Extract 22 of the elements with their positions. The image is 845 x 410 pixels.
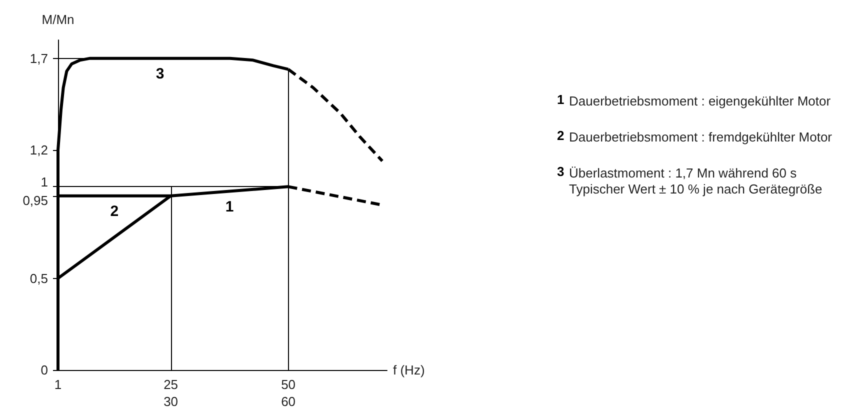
x2-tick-label: 30 bbox=[164, 394, 178, 409]
y-tick-label: 1 bbox=[40, 174, 48, 190]
text: Überlastmoment : 1,7 Mn während 60 s Typischer Wert ± 10 % je nach Gerätegröße bbox=[569, 166, 822, 196]
series-label: 3 bbox=[156, 65, 164, 82]
series-label: 1 bbox=[225, 198, 234, 216]
y-tick-label: 0,95 bbox=[22, 192, 48, 208]
text: 2 bbox=[557, 128, 564, 143]
x2-tick-label: 60 bbox=[281, 394, 296, 409]
text: Dauerbetriebsmoment : eigengekühlter Motor bbox=[569, 94, 832, 108]
y-axis-title: M/Mn bbox=[42, 12, 74, 27]
x-tick-label: 50 bbox=[281, 377, 296, 392]
text: Dauerbetriebsmoment : fremdgekühlter Motor bbox=[569, 130, 833, 144]
x-tick-label: 1 bbox=[54, 377, 62, 392]
y-tick-label: 0,5 bbox=[30, 270, 48, 286]
y-tick-label: 1,2 bbox=[30, 142, 48, 158]
x-axis-title: f (Hz) bbox=[393, 362, 425, 378]
text: 3 bbox=[557, 164, 564, 179]
y-tick-label: 0 bbox=[40, 362, 48, 378]
y-tick-label: 1,7 bbox=[30, 50, 48, 66]
x-tick-label: 25 bbox=[164, 377, 178, 392]
text: 1 bbox=[557, 92, 564, 107]
series-label: 2 bbox=[110, 202, 119, 220]
